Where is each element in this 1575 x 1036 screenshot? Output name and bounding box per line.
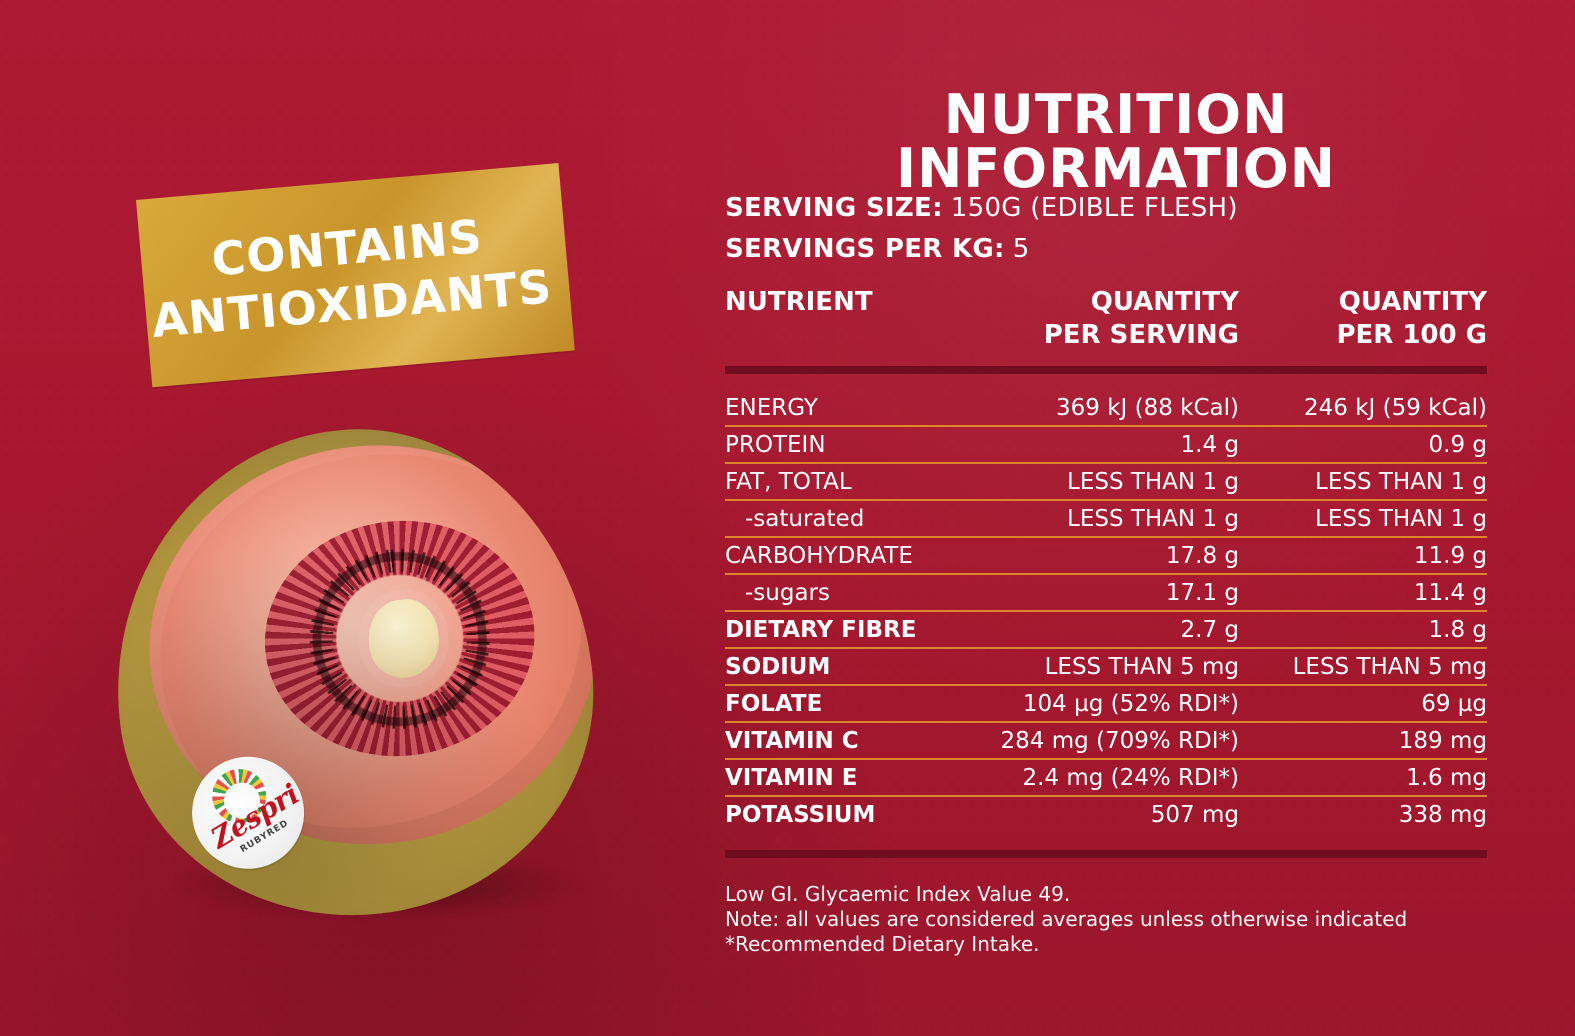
row-per-100g: 0.9 g: [1428, 432, 1488, 458]
table-row: POTASSIUM 507 mg 338 mg: [725, 797, 1487, 834]
row-nutrient: VITAMIN C: [725, 728, 859, 754]
kiwi-image: Zespri RUBYRED: [91, 406, 622, 950]
table-divider-bottom: [725, 850, 1487, 858]
header-nutrient: NUTRIENT: [725, 287, 873, 317]
row-per-100g: 11.9 g: [1413, 543, 1487, 569]
row-per-100g: 189 mg: [1398, 728, 1487, 754]
servings-per-kg-line: SERVINGS PER KG: 5: [725, 229, 1238, 270]
nutrition-title: NUTRITION INFORMATION: [895, 83, 1337, 200]
banner-text: CONTAINS ANTIOXIDANTS: [136, 163, 575, 387]
row-nutrient: ENERGY: [725, 395, 818, 421]
table-row: SODIUM LESS THAN 5 mg LESS THAN 5 mg: [725, 649, 1487, 686]
row-nutrient: DIETARY FIBRE: [725, 617, 917, 643]
nutrition-table-header: NUTRIENT QUANTITY PER SERVING QUANTITY P…: [725, 286, 1487, 356]
header-per-100g: QUANTITY PER 100 G: [1336, 287, 1487, 350]
servings-per-kg-label: SERVINGS PER KG:: [725, 234, 1005, 265]
kiwi-fruit: Zespri RUBYRED: [91, 406, 616, 939]
row-per-100g: 1.6 mg: [1406, 765, 1487, 791]
table-row: -saturated LESS THAN 1 g LESS THAN 1 g: [725, 501, 1487, 538]
row-nutrient: FOLATE: [725, 691, 823, 717]
row-nutrient: POTASSIUM: [725, 802, 876, 828]
note-rdi: *Recommended Dietary Intake.: [725, 932, 1040, 956]
row-nutrient: -sugars: [745, 580, 830, 606]
table-row: FOLATE 104 µg (52% RDI*) 69 µg: [725, 686, 1487, 723]
note-averages: Note: all values are considered averages…: [725, 907, 1408, 931]
row-nutrient: -saturated: [745, 506, 865, 532]
row-per-100g: LESS THAN 5 mg: [1292, 654, 1487, 680]
row-per-100g: LESS THAN 1 g: [1315, 469, 1487, 495]
footnotes: Low GI. Glycaemic Index Value 49. Note: …: [725, 882, 1487, 957]
header-per-serving: QUANTITY PER SERVING: [1043, 287, 1239, 350]
servings-per-kg-value: 5: [1012, 234, 1030, 265]
row-per-serving: 284 mg (709% RDI*): [1000, 728, 1239, 754]
table-row: ENERGY 369 kJ (88 kCal) 246 kJ (59 kCal): [725, 390, 1487, 427]
table-row: CARBOHYDRATE 17.8 g 11.9 g: [725, 538, 1487, 575]
row-nutrient: VITAMIN E: [725, 765, 858, 791]
nutrition-table: ENERGY 369 kJ (88 kCal) 246 kJ (59 kCal)…: [725, 390, 1487, 834]
row-per-100g: 69 µg: [1421, 691, 1487, 717]
note-gi: Low GI. Glycaemic Index Value 49.: [725, 882, 1071, 906]
serving-size-value: 150G (EDIBLE FLESH): [950, 193, 1238, 223]
row-nutrient: CARBOHYDRATE: [725, 543, 913, 569]
row-per-serving: 2.4 mg (24% RDI*): [1022, 765, 1239, 791]
row-per-serving: LESS THAN 5 mg: [1044, 654, 1239, 680]
row-per-serving: 2.7 g: [1180, 617, 1240, 643]
row-per-serving: LESS THAN 1 g: [1067, 506, 1239, 532]
row-per-100g: 11.4 g: [1413, 580, 1487, 606]
row-per-100g: 1.8 g: [1428, 617, 1488, 643]
table-row: -sugars 17.1 g 11.4 g: [725, 575, 1487, 612]
row-nutrient: PROTEIN: [725, 432, 826, 458]
table-row: FAT, TOTAL LESS THAN 1 g LESS THAN 1 g: [725, 464, 1487, 501]
row-per-serving: 17.8 g: [1165, 543, 1239, 569]
row-per-serving: LESS THAN 1 g: [1067, 469, 1239, 495]
table-row: VITAMIN C 284 mg (709% RDI*) 189 mg: [725, 723, 1487, 760]
table-row: PROTEIN 1.4 g 0.9 g: [725, 427, 1487, 464]
row-per-serving: 104 µg (52% RDI*): [1022, 691, 1239, 717]
serving-size-label: SERVING SIZE:: [725, 193, 943, 223]
row-per-serving: 1.4 g: [1180, 432, 1240, 458]
serving-size-line: SERVING SIZE: 150G (EDIBLE FLESH): [725, 188, 1238, 229]
row-per-100g: LESS THAN 1 g: [1315, 506, 1487, 532]
row-per-serving: 17.1 g: [1165, 580, 1239, 606]
row-per-serving: 507 mg: [1150, 802, 1239, 828]
antioxidants-banner: CONTAINS ANTIOXIDANTS: [136, 163, 575, 388]
table-divider-top: [725, 366, 1487, 374]
row-per-100g: 338 mg: [1398, 802, 1487, 828]
row-per-serving: 369 kJ (88 kCal): [1055, 395, 1239, 421]
table-row: DIETARY FIBRE 2.7 g 1.8 g: [725, 612, 1487, 649]
banner-line-2: ANTIOXIDANTS: [149, 259, 555, 348]
serving-info: SERVING SIZE: 150G (EDIBLE FLESH) SERVING…: [725, 188, 1238, 270]
row-nutrient: FAT, TOTAL: [725, 469, 852, 495]
nutrition-panel: NUTRITION INFORMATION SERVING SIZE: 150G …: [725, 80, 1487, 1000]
table-row: VITAMIN E 2.4 mg (24% RDI*) 1.6 mg: [725, 760, 1487, 797]
row-per-100g: 246 kJ (59 kCal): [1303, 395, 1487, 421]
row-nutrient: SODIUM: [725, 654, 831, 680]
